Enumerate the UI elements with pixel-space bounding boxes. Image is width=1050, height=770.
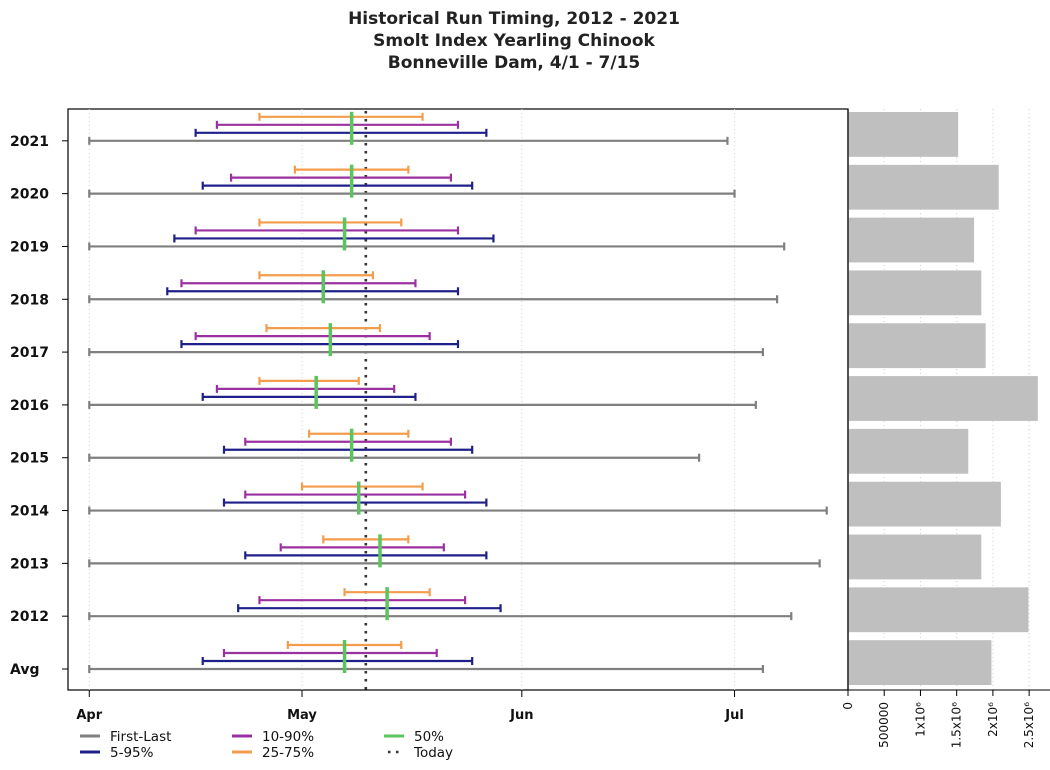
row-avg bbox=[89, 640, 763, 673]
x-tick-label: May bbox=[287, 708, 317, 723]
total-bar-2020 bbox=[848, 165, 999, 210]
plot-frame bbox=[68, 109, 848, 690]
y-tick-label: 2016 bbox=[10, 398, 49, 414]
row-2019 bbox=[89, 217, 784, 250]
total-tick-label: 1.5x10⁶ bbox=[950, 702, 964, 748]
total-bar-2019 bbox=[848, 218, 974, 263]
row-2017 bbox=[89, 323, 763, 356]
y-tick-label: 2012 bbox=[10, 609, 49, 625]
y-tick-label: 2018 bbox=[10, 292, 49, 308]
row-2014 bbox=[89, 482, 826, 515]
total-bar-2017 bbox=[848, 323, 986, 368]
row-2016 bbox=[89, 376, 756, 409]
total-bar-2021 bbox=[848, 112, 958, 157]
total-tick-label: 2.5x10⁶ bbox=[1022, 702, 1036, 748]
row-2013 bbox=[89, 534, 819, 567]
y-tick-label: 2014 bbox=[10, 504, 49, 520]
total-bar-2012 bbox=[848, 587, 1028, 632]
row-2020 bbox=[89, 165, 734, 198]
title-line: Smolt Index Yearling Chinook bbox=[373, 31, 655, 51]
y-tick-label: 2019 bbox=[10, 239, 49, 255]
x-tick-label: Apr bbox=[76, 708, 102, 723]
y-tick-label: 2021 bbox=[10, 134, 49, 150]
y-tick-label: Avg bbox=[10, 662, 39, 678]
total-tick-label: 2x10⁶ bbox=[986, 702, 1000, 737]
row-2012 bbox=[89, 587, 791, 620]
legend-label: 5-95% bbox=[110, 745, 154, 761]
x-tick-label: Jul bbox=[724, 708, 744, 723]
chart-title: Historical Run Timing, 2012 - 2021Smolt … bbox=[348, 9, 680, 73]
legend-label: 25-75% bbox=[262, 745, 314, 761]
row-2021 bbox=[89, 112, 727, 145]
title-line: Bonneville Dam, 4/1 - 7/15 bbox=[388, 53, 641, 73]
title-line: Historical Run Timing, 2012 - 2021 bbox=[348, 9, 680, 29]
total-bar-2015 bbox=[848, 429, 968, 474]
total-bar-2013 bbox=[848, 535, 981, 580]
row-2015 bbox=[89, 429, 699, 462]
total-tick-label: 1x10⁶ bbox=[913, 702, 927, 737]
x-tick-label: Jun bbox=[509, 708, 533, 723]
total-tick-label: 0 bbox=[841, 702, 855, 710]
legend-label: 10-90% bbox=[262, 729, 314, 745]
y-tick-label: 2015 bbox=[10, 451, 49, 467]
y-tick-label: 2013 bbox=[10, 556, 49, 572]
total-bar-2018 bbox=[848, 270, 981, 315]
legend-label: 50% bbox=[414, 729, 444, 745]
legend-label: First-Last bbox=[110, 729, 171, 745]
total-bar-2016 bbox=[848, 376, 1038, 421]
row-2018 bbox=[89, 270, 777, 303]
total-bar-avg bbox=[848, 640, 991, 685]
y-tick-label: 2020 bbox=[10, 187, 49, 203]
total-tick-label: 500000 bbox=[877, 702, 891, 748]
legend-label: Today bbox=[413, 745, 453, 761]
y-tick-label: 2017 bbox=[10, 345, 49, 361]
total-bar-2014 bbox=[848, 482, 1001, 527]
timing-panel: 2021 2020 2019 2018 2017 2016 2015 2014 2013 2012… bbox=[10, 109, 848, 723]
